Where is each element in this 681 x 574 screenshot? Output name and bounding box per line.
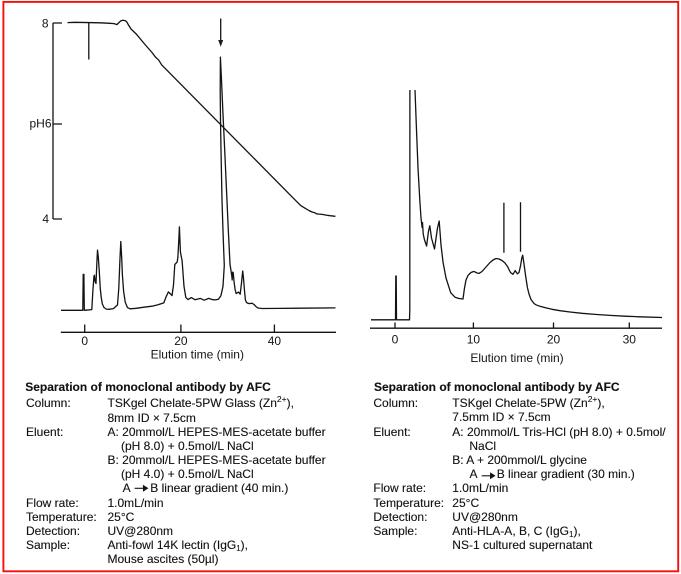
svg-text:0: 0: [81, 334, 88, 348]
svg-text:0: 0: [392, 333, 399, 347]
svg-text:Elution time (min): Elution time (min): [151, 347, 244, 361]
svg-text:Elution time (min): Elution time (min): [470, 351, 563, 365]
svg-text:4: 4: [42, 212, 49, 226]
svg-text:20: 20: [547, 333, 561, 347]
svg-text:pH6: pH6: [29, 117, 51, 131]
svg-text:40: 40: [268, 334, 282, 348]
svg-text:10: 10: [467, 333, 481, 347]
svg-text:30: 30: [623, 333, 637, 347]
svg-text:20: 20: [174, 334, 188, 348]
svg-text:8: 8: [42, 16, 49, 30]
